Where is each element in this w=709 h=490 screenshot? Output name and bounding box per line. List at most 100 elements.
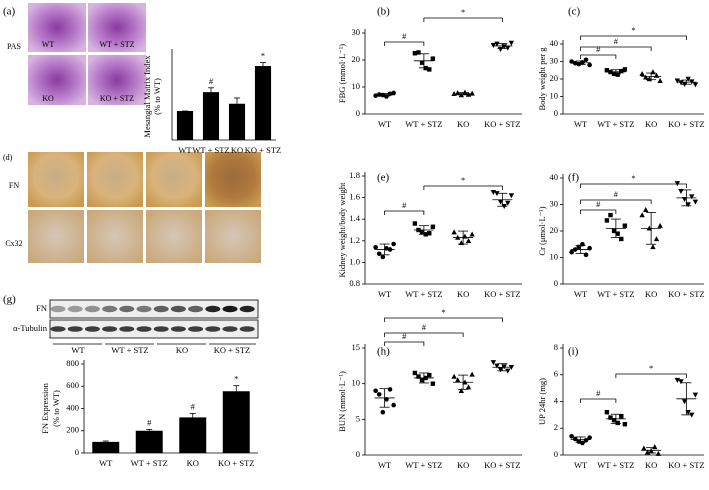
x-tick-label: WT + STZ [192, 145, 229, 155]
dot [572, 436, 578, 442]
dot [490, 42, 497, 48]
y-tick-label: 20 [352, 54, 361, 64]
dot [412, 51, 418, 56]
dot [494, 191, 500, 197]
y-tick-label: 10 [550, 90, 559, 100]
comparison-bracket [423, 17, 503, 22]
panel-label: (i) [568, 346, 579, 358]
y-tick-label: 10 [352, 378, 361, 388]
bar [254, 66, 272, 140]
dot [380, 409, 386, 415]
x-tick-label: KO [231, 145, 243, 155]
comparison-bracket [580, 199, 652, 204]
band [84, 326, 100, 332]
dot [583, 437, 589, 443]
micrograph [28, 55, 86, 105]
y-tick-label: 200 [66, 425, 79, 435]
band [188, 326, 204, 332]
dot [505, 45, 511, 51]
dot [604, 218, 610, 223]
x-tick-label: KO + STZ [484, 289, 520, 299]
dot [451, 373, 457, 379]
dot [497, 367, 504, 373]
x-tick-label: KO + STZ [668, 119, 704, 129]
y-tick-label: 5 [356, 413, 360, 423]
y-tick-label: 1.4 [349, 213, 360, 223]
bar [176, 111, 194, 140]
micrograph [146, 210, 202, 263]
dot [430, 381, 436, 386]
dot [469, 90, 475, 96]
dot [387, 387, 393, 392]
dot [692, 199, 699, 205]
y-tick-label: 0.8 [349, 278, 360, 288]
dot [465, 384, 472, 390]
dot [455, 377, 461, 383]
significance-mark: # [191, 401, 196, 411]
dot [419, 60, 425, 65]
y-tick-label: 40 [550, 172, 559, 182]
band [153, 326, 169, 332]
x-tick-label: KO + STZ [484, 119, 520, 129]
dot [576, 439, 582, 444]
dot [639, 212, 645, 218]
dot [685, 76, 691, 82]
dot [430, 56, 436, 61]
y-tick-label: 400 [66, 402, 79, 412]
significance-mark: # [402, 331, 407, 341]
x-tick-label: WT + STZ [131, 458, 168, 468]
band [136, 305, 152, 313]
dot [427, 231, 432, 236]
row-label: α-Tubulin [13, 323, 48, 333]
dot [373, 388, 378, 394]
dot [643, 207, 649, 212]
dot [501, 44, 507, 50]
x-tick-label: WT + STZ [597, 460, 634, 470]
y-axis-label: FN Expression [40, 382, 50, 434]
y-axis-label: UP 24hr (mg) [537, 378, 547, 425]
y-tick-label: 30 [550, 198, 559, 208]
dot [692, 392, 699, 398]
bar [222, 391, 250, 453]
x-tick-label: KO [645, 460, 657, 470]
comparison-bracket [384, 41, 425, 46]
western-blot: FN α-Tubulin WT WT + STZ KO KO + STZ [13, 299, 259, 355]
dot [580, 440, 585, 446]
y-tick-label: 20 [550, 73, 559, 83]
y-tick-label: 0 [554, 449, 558, 459]
x-tick-label: KO + STZ [218, 458, 254, 468]
band [222, 326, 238, 332]
dot [380, 254, 386, 260]
panel-label: (c) [568, 6, 581, 18]
dot [678, 80, 684, 86]
image-label: WT + STZ [99, 40, 134, 49]
dot [508, 193, 515, 199]
y-axis-label: (% to WT) [152, 78, 162, 115]
band [170, 305, 186, 313]
group-label: WT + STZ [111, 345, 148, 355]
dot [587, 62, 592, 68]
dot [611, 228, 617, 234]
x-tick-label: KO [457, 460, 469, 470]
y-tick-label: 1.6 [349, 192, 360, 202]
dot [619, 68, 624, 74]
group-label: KO + STZ [214, 345, 250, 355]
micrograph [28, 3, 86, 52]
band [205, 326, 221, 332]
dot [674, 78, 681, 84]
dot [469, 371, 475, 377]
significance-mark: # [209, 76, 214, 86]
y-tick-label: 0 [75, 447, 79, 457]
bar [135, 430, 163, 453]
dot [419, 229, 425, 235]
dot [505, 200, 511, 206]
dot [643, 74, 649, 80]
significance-mark: # [596, 199, 601, 209]
comparison-bracket [580, 35, 687, 40]
dot [692, 82, 699, 88]
significance-mark: # [402, 200, 407, 210]
significance-mark: # [147, 417, 152, 427]
y-tick-label: 0 [554, 108, 558, 118]
comparison-bracket [384, 317, 503, 322]
dot [615, 231, 620, 236]
